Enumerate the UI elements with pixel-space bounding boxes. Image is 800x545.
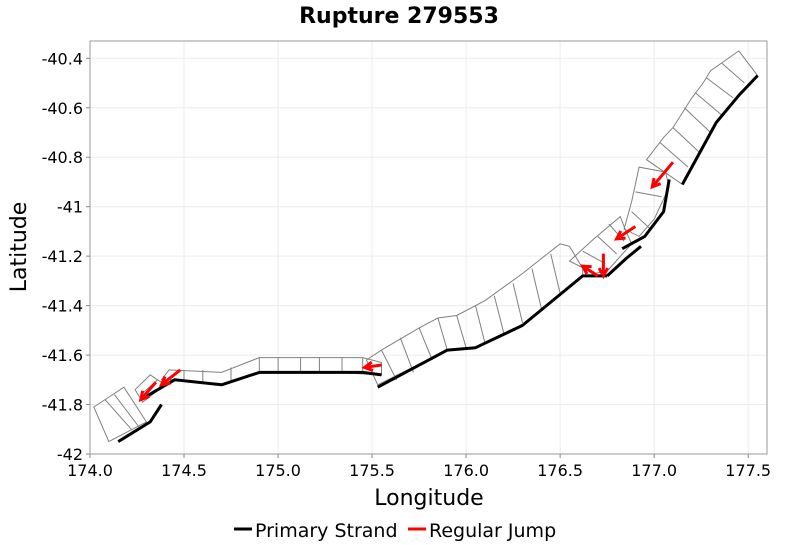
jump-arrow-shaft bbox=[615, 225, 637, 241]
y-tick-label: -41.6 bbox=[42, 346, 83, 365]
fault-section-divider bbox=[672, 127, 700, 153]
legend-label-primary-strand: Primary Strand bbox=[255, 520, 398, 542]
fault-section-divider bbox=[114, 394, 140, 428]
legend: Primary Strand Regular Jump bbox=[234, 520, 556, 542]
jump-arrow-shaft bbox=[139, 381, 157, 401]
y-tick-label: -41 bbox=[57, 198, 83, 217]
jump-arrow bbox=[159, 368, 182, 387]
grid bbox=[89, 41, 767, 455]
jump-arrow-shaft bbox=[651, 161, 675, 188]
fault-section-divider bbox=[631, 211, 651, 230]
primary-strand-segment bbox=[681, 74, 759, 186]
jump-arrow-head bbox=[138, 390, 150, 402]
y-axis-label: Latitude bbox=[7, 202, 32, 293]
fault-section-divider bbox=[381, 349, 397, 381]
primary-strand-segment bbox=[606, 245, 642, 278]
fault-section-outline bbox=[365, 243, 584, 386]
fault-section-divider bbox=[418, 327, 433, 361]
x-tick-label: 174.0 bbox=[67, 461, 113, 480]
fault-section-divider bbox=[493, 295, 505, 333]
fault-section-divider bbox=[399, 337, 414, 373]
jump-arrow-head bbox=[613, 230, 626, 241]
fault-section-outline bbox=[568, 215, 633, 275]
primary-strand-segment bbox=[621, 179, 671, 251]
fault-section-divider bbox=[531, 268, 542, 309]
jump-arrow-shaft bbox=[160, 368, 182, 386]
plot-area bbox=[89, 40, 768, 455]
fault-section-divider bbox=[683, 107, 711, 133]
x-tick-label: 177.0 bbox=[631, 461, 677, 480]
fault-section-divider bbox=[635, 191, 662, 198]
primary-strand-segment bbox=[376, 274, 608, 389]
x-tick-label: 175.0 bbox=[255, 461, 301, 480]
jump-arrow-head bbox=[597, 267, 610, 280]
fault-section-divider bbox=[721, 62, 745, 84]
y-tick-label: -41.2 bbox=[42, 247, 83, 266]
y-tick-label: -42 bbox=[57, 445, 83, 464]
x-axis-ticks: 174.0 174.5 175.0 175.5 176.0 176.5 177.0 177.5 bbox=[67, 454, 771, 480]
regular-jumps bbox=[138, 161, 675, 402]
fault-section-divider bbox=[437, 317, 448, 351]
fault-section-divider bbox=[582, 250, 606, 265]
x-axis-label: Longitude bbox=[374, 486, 483, 511]
y-tick-label: -40.6 bbox=[42, 99, 83, 118]
fault-section-divider bbox=[512, 283, 523, 324]
fault-section-outline bbox=[623, 166, 670, 238]
jump-arrow bbox=[361, 360, 382, 372]
x-tick-label: 174.5 bbox=[161, 461, 207, 480]
primary-strand-segment bbox=[140, 370, 382, 401]
y-tick-label: -41.8 bbox=[42, 396, 83, 415]
fault-section-divider bbox=[659, 142, 689, 168]
x-tick-label: 176.5 bbox=[537, 461, 583, 480]
fault-section-outline bbox=[645, 50, 759, 186]
primary-strand-segment bbox=[117, 403, 163, 443]
fault-section-divider bbox=[597, 236, 617, 255]
y-tick-label: -40.4 bbox=[42, 49, 83, 68]
fault-section-divider bbox=[550, 253, 561, 294]
primary-strand bbox=[117, 74, 759, 443]
jump-arrow bbox=[613, 225, 637, 241]
y-tick-label: -41.4 bbox=[42, 297, 83, 316]
y-tick-label: -40.8 bbox=[42, 148, 83, 167]
jump-arrow-head bbox=[650, 177, 662, 190]
jump-arrow bbox=[650, 161, 675, 190]
jump-arrow bbox=[597, 253, 610, 280]
fault-section-divider bbox=[456, 315, 467, 348]
x-tick-label: 176.0 bbox=[443, 461, 489, 480]
chart-title: Rupture 279553 bbox=[299, 4, 499, 29]
x-tick-label: 175.5 bbox=[349, 461, 395, 480]
fault-section-divider bbox=[706, 77, 734, 99]
fault-section-divider bbox=[695, 92, 723, 116]
jump-arrow bbox=[580, 264, 599, 278]
jump-arrow-head bbox=[159, 375, 171, 387]
y-axis-ticks: -42 -41.8 -41.6 -41.4 -41.2 -41 -40.8 -40.6 -40.… bbox=[42, 49, 90, 464]
x-tick-label: 177.5 bbox=[725, 461, 771, 480]
jump-arrow-head bbox=[580, 264, 592, 275]
fault-section-outline bbox=[93, 386, 148, 443]
jump-arrow-head bbox=[361, 360, 374, 372]
fault-section-divider bbox=[104, 399, 132, 430]
jump-arrow bbox=[138, 381, 157, 402]
fault-section-divider bbox=[475, 305, 486, 343]
legend-label-regular-jump: Regular Jump bbox=[429, 520, 556, 542]
